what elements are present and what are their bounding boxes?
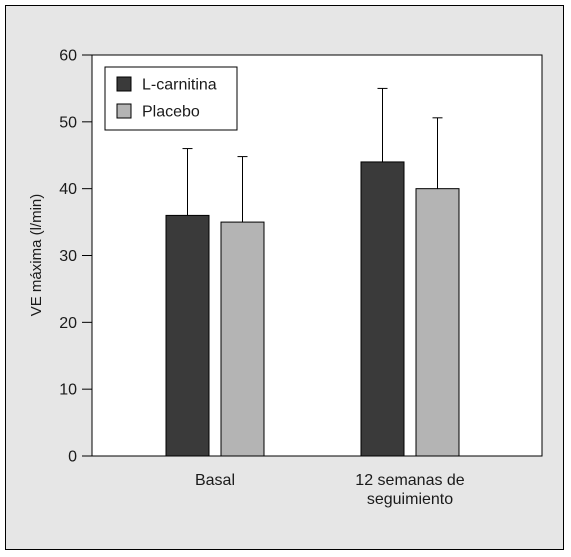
y-tick-label: 60 xyxy=(59,48,77,65)
legend: L-carnitina Placebo xyxy=(104,66,238,131)
y-tick-label: 40 xyxy=(59,181,77,198)
bar-placebo-0 xyxy=(220,221,265,457)
legend-label: L-carnitina xyxy=(142,77,217,94)
x-category-label: Basal xyxy=(195,472,235,489)
y-tick-label: 50 xyxy=(59,114,77,131)
x-category-label: seguimiento xyxy=(367,491,453,508)
y-axis-label: VE máxima (l/min) xyxy=(28,194,45,317)
legend-label: Placebo xyxy=(142,104,200,121)
legend-swatch xyxy=(116,76,132,92)
x-category-label: 12 semanas de xyxy=(355,472,465,489)
legend-swatch xyxy=(116,103,132,119)
y-tick-label: 30 xyxy=(59,248,77,265)
y-tick-label: 0 xyxy=(68,449,77,466)
bar-l-carnitina-1 xyxy=(360,161,405,457)
bar-placebo-1 xyxy=(415,188,460,457)
bar-l-carnitina-0 xyxy=(165,214,210,457)
y-tick-label: 10 xyxy=(59,382,77,399)
y-tick-label: 20 xyxy=(59,315,77,332)
